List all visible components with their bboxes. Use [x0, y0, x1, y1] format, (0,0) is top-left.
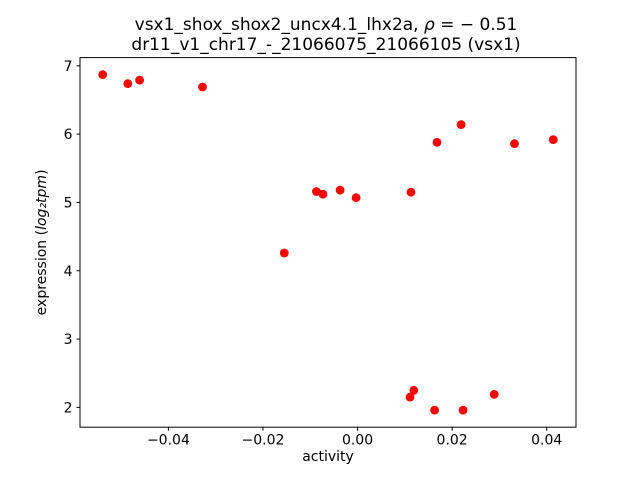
y-axis-label: expression (log₂tpm) [34, 169, 50, 315]
data-point [406, 187, 416, 197]
x-tick-label: −0.02 [242, 433, 285, 449]
data-point [135, 75, 145, 85]
data-point [430, 405, 439, 415]
title-gene-list: vsx1_shox_shox2_uncx4.1_lhx2a, [135, 15, 424, 35]
chart-title-line1: vsx1_shox_shox2_uncx4.1_lhx2a, ρ = − 0.5… [135, 15, 518, 35]
y-tick-label: 2 [64, 400, 73, 416]
y-label-prefix: expression ( [34, 230, 50, 315]
data-point [405, 392, 415, 402]
data-point [98, 70, 108, 80]
data-point [335, 185, 345, 195]
data-point [432, 137, 442, 147]
plot-area: −0.04 −0.02 0.00 0.02 0.04 2 3 4 5 6 7 [64, 57, 577, 449]
y-label-suffix: ) [34, 169, 50, 174]
data-point [198, 82, 207, 92]
x-tick-label: 0.04 [531, 433, 562, 449]
x-tick-label: −0.04 [147, 433, 190, 449]
data-point [312, 187, 321, 196]
data-point [279, 248, 289, 258]
data-point [318, 189, 328, 199]
x-axis-label: activity [302, 449, 354, 465]
data-point [548, 135, 558, 145]
axes-spines [79, 57, 577, 428]
y-label-math: log₂tpm [34, 175, 50, 230]
data-point [456, 120, 466, 129]
data-point [510, 139, 519, 149]
y-tick-label: 4 [64, 264, 73, 280]
data-point [351, 193, 361, 203]
y-tick-label: 7 [64, 59, 73, 75]
data-point [458, 405, 468, 415]
title-rho-value: = − 0.51 [435, 15, 518, 35]
x-tick-label: 0.02 [437, 433, 468, 449]
rho-symbol: ρ [424, 15, 435, 35]
y-tick-label: 5 [64, 195, 73, 211]
y-tick-label: 3 [64, 332, 73, 348]
data-point [489, 390, 499, 399]
x-tick-label: 0.00 [342, 433, 373, 449]
y-tick-label: 6 [64, 127, 73, 143]
data-point [409, 385, 419, 395]
data-point [123, 79, 133, 88]
chart-title-line2: dr11_v1_chr17_-_21066075_21066105 (vsx1) [131, 35, 520, 55]
